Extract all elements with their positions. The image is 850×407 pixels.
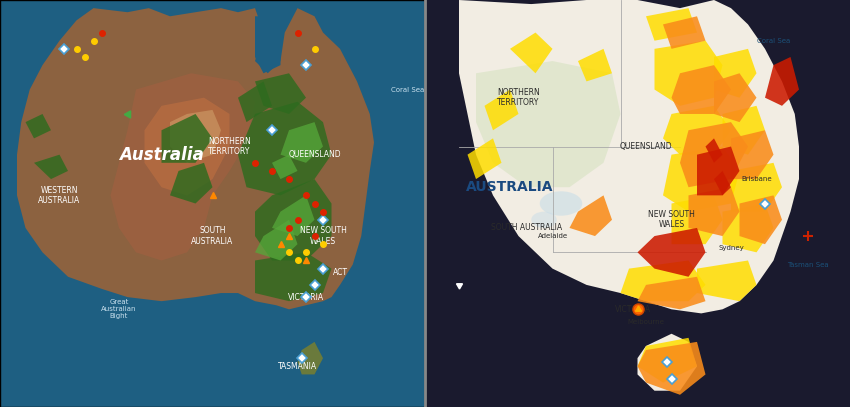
Text: AUSTRALIA: AUSTRALIA xyxy=(467,180,553,194)
Polygon shape xyxy=(680,122,748,187)
Polygon shape xyxy=(298,342,323,374)
Polygon shape xyxy=(280,122,323,163)
Polygon shape xyxy=(722,106,765,155)
Text: Sydney: Sydney xyxy=(718,245,744,251)
Polygon shape xyxy=(510,33,552,73)
Polygon shape xyxy=(672,195,722,244)
Polygon shape xyxy=(170,163,212,204)
Polygon shape xyxy=(672,65,731,114)
Text: Adelaide: Adelaide xyxy=(537,233,568,239)
Polygon shape xyxy=(26,114,51,138)
Text: Melbourne: Melbourne xyxy=(627,319,665,324)
Polygon shape xyxy=(170,110,221,163)
Polygon shape xyxy=(663,16,706,49)
Polygon shape xyxy=(272,195,314,236)
Text: WESTERN
AUSTRALIA: WESTERN AUSTRALIA xyxy=(38,186,81,205)
Text: QUEENSLAND: QUEENSLAND xyxy=(620,142,672,151)
Polygon shape xyxy=(255,220,298,260)
Polygon shape xyxy=(476,61,620,187)
Polygon shape xyxy=(638,228,706,277)
Text: Coral Sea: Coral Sea xyxy=(391,87,425,92)
Polygon shape xyxy=(722,204,774,252)
Polygon shape xyxy=(638,334,697,391)
Polygon shape xyxy=(663,147,740,212)
Polygon shape xyxy=(638,277,706,309)
FancyBboxPatch shape xyxy=(0,0,425,407)
Polygon shape xyxy=(638,342,706,395)
Polygon shape xyxy=(255,16,280,73)
Text: NORTHERN
TERRITORY: NORTHERN TERRITORY xyxy=(497,88,540,107)
Text: NEW SOUTH
WALES: NEW SOUTH WALES xyxy=(648,210,695,230)
Text: Australia: Australia xyxy=(119,146,204,164)
Polygon shape xyxy=(714,171,731,195)
Text: NORTHERN
TERRITORY: NORTHERN TERRITORY xyxy=(208,137,251,156)
Polygon shape xyxy=(620,260,706,301)
Polygon shape xyxy=(731,130,774,179)
Polygon shape xyxy=(34,155,68,179)
Text: Tasman Sea: Tasman Sea xyxy=(787,262,828,267)
Polygon shape xyxy=(714,49,756,98)
Text: Coral Sea: Coral Sea xyxy=(756,38,790,44)
Text: SOUTH AUSTRALIA: SOUTH AUSTRALIA xyxy=(491,223,563,232)
Text: NEW SOUTH
WALES: NEW SOUTH WALES xyxy=(299,226,347,246)
Text: SOUTH
AUSTRALIA: SOUTH AUSTRALIA xyxy=(191,226,234,246)
Polygon shape xyxy=(765,57,799,106)
Polygon shape xyxy=(706,138,722,163)
Text: QUEENSLAND: QUEENSLAND xyxy=(288,150,341,159)
Polygon shape xyxy=(646,8,697,41)
Text: VICTORIA: VICTORIA xyxy=(288,293,324,302)
Polygon shape xyxy=(663,106,731,155)
Polygon shape xyxy=(238,102,332,195)
Polygon shape xyxy=(688,187,740,236)
Text: Brisbane: Brisbane xyxy=(741,176,772,182)
Polygon shape xyxy=(468,138,502,179)
Text: TASMANIA: TASMANIA xyxy=(278,362,317,371)
Polygon shape xyxy=(740,195,782,244)
Polygon shape xyxy=(144,98,230,195)
Text: VICTORIA: VICTORIA xyxy=(615,305,651,314)
Polygon shape xyxy=(731,163,782,212)
Polygon shape xyxy=(272,155,298,179)
Polygon shape xyxy=(484,90,518,130)
Text: Great
Australian
Bight: Great Australian Bight xyxy=(101,299,137,319)
Polygon shape xyxy=(697,147,740,195)
Polygon shape xyxy=(459,0,799,313)
Ellipse shape xyxy=(531,212,557,228)
Polygon shape xyxy=(714,73,756,122)
Polygon shape xyxy=(697,260,756,301)
Polygon shape xyxy=(17,8,374,309)
Polygon shape xyxy=(255,73,306,114)
Polygon shape xyxy=(238,81,272,122)
Polygon shape xyxy=(578,49,612,81)
Polygon shape xyxy=(654,41,722,106)
Polygon shape xyxy=(638,338,697,383)
Polygon shape xyxy=(255,179,332,260)
Polygon shape xyxy=(110,73,255,260)
Polygon shape xyxy=(570,195,612,236)
Polygon shape xyxy=(255,252,332,301)
Polygon shape xyxy=(162,114,212,163)
Ellipse shape xyxy=(540,191,582,216)
Text: ACT: ACT xyxy=(332,268,348,277)
